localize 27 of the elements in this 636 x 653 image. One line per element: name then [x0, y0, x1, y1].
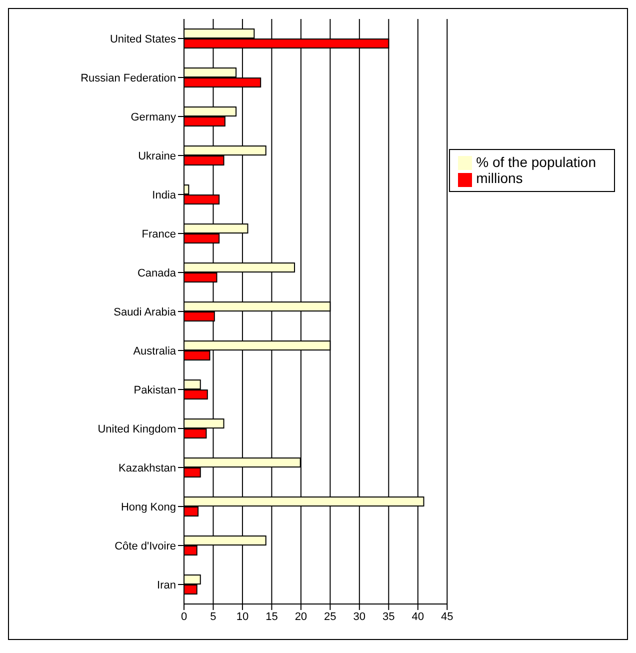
x-tick-label: 5: [210, 610, 216, 623]
legend-label: % of the population: [476, 154, 596, 170]
y-tick-label: Côte d'Ivoire: [114, 540, 176, 552]
y-tick-label: Saudi Arabia: [114, 306, 177, 318]
y-tick-label: India: [152, 189, 177, 202]
legend-label: millions: [476, 170, 523, 186]
x-tick-label: 30: [353, 610, 366, 623]
y-tick-label: Iran: [157, 579, 176, 592]
y-tick-label: Ukraine: [138, 150, 176, 162]
y-tick-label: Australia: [133, 345, 177, 358]
y-tick-label: Russian Federation: [80, 72, 176, 84]
y-tick-label: Germany: [130, 111, 176, 124]
x-tick-label: 25: [324, 610, 336, 623]
y-tick-label: France: [142, 228, 176, 240]
y-tick-label: United States: [110, 33, 176, 46]
y-tick-label: Canada: [137, 267, 177, 280]
x-tick-label: 15: [266, 610, 278, 623]
x-tick-label: 10: [236, 610, 249, 623]
y-tick-label: United Kingdom: [98, 423, 176, 436]
y-tick-label: Kazakhstan: [118, 462, 176, 474]
y-tick-label: Hong Kong: [120, 501, 176, 514]
x-tick-label: 20: [294, 610, 308, 623]
x-tick-label: 35: [382, 610, 395, 623]
y-tick-label: Pakistan: [134, 384, 176, 396]
x-tick-label: 40: [412, 610, 424, 623]
x-tick-label: 0: [180, 610, 188, 623]
x-tick-label: 45: [441, 610, 454, 623]
